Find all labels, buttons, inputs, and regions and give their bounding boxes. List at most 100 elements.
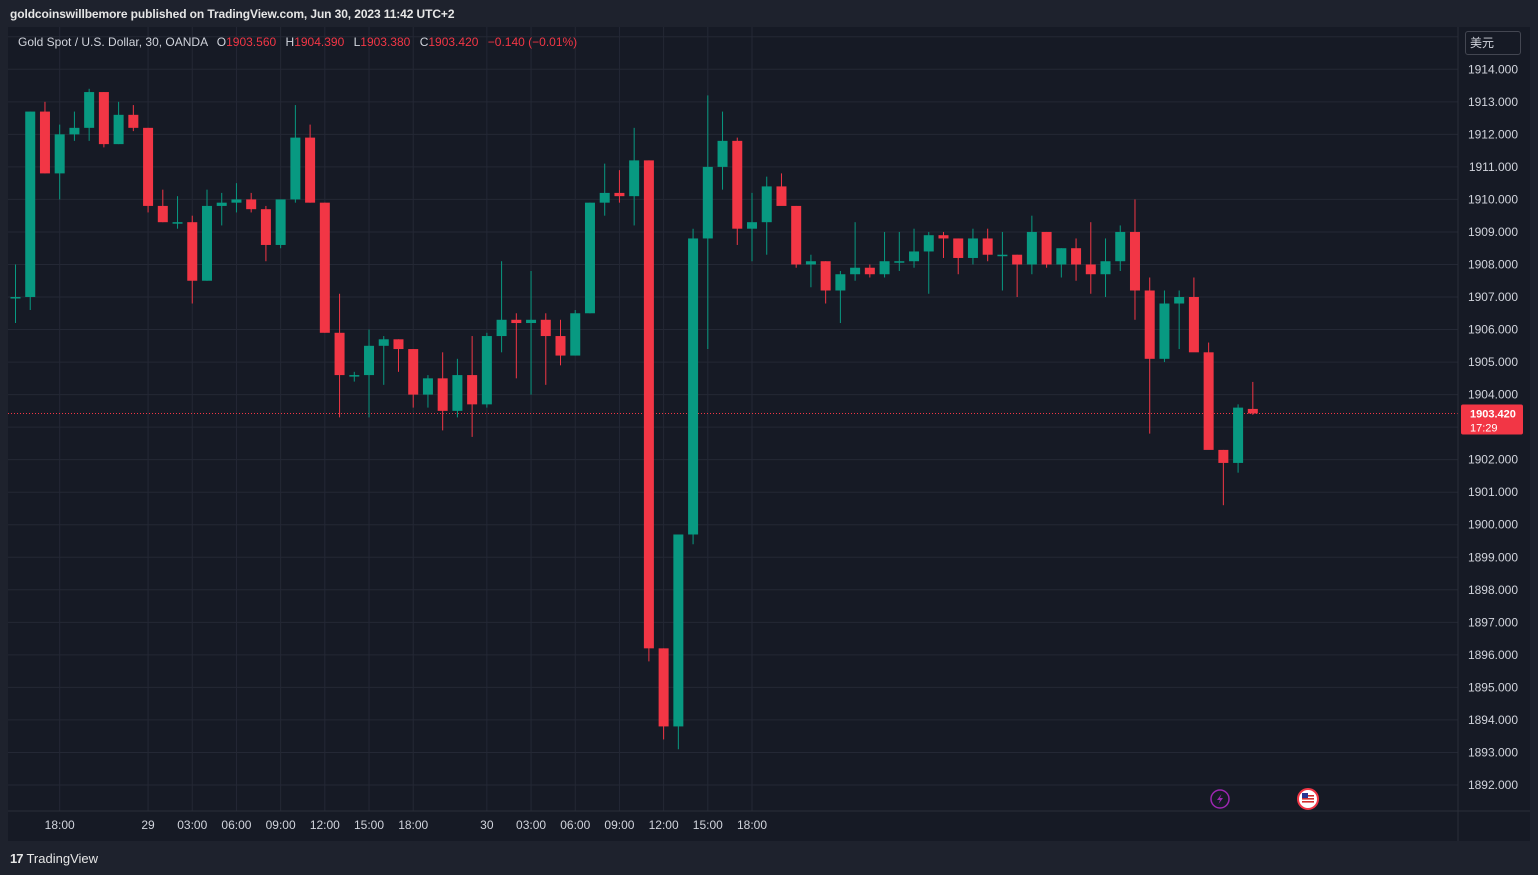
- candle-up: [835, 270, 846, 324]
- candle-body: [467, 375, 478, 405]
- candle-down: [393, 339, 404, 372]
- footer-bar: 17 TradingView: [0, 841, 1538, 875]
- currency-button[interactable]: 美元: [1465, 31, 1521, 55]
- candle-body: [717, 140, 728, 167]
- candle-body: [982, 238, 993, 255]
- candle-up: [894, 231, 905, 271]
- candle-down: [246, 192, 257, 213]
- candle-body: [526, 319, 537, 324]
- price-tick-label: 1893.000: [1468, 745, 1518, 759]
- candle-body: [378, 339, 389, 346]
- candle-down: [319, 202, 330, 333]
- candle-up: [422, 375, 433, 408]
- candle-up: [761, 176, 772, 255]
- candle-body: [496, 319, 507, 337]
- price-tick-label: 1911.000: [1469, 160, 1518, 174]
- candle-body: [481, 336, 492, 405]
- candle-body: [1233, 407, 1244, 463]
- candle-up: [364, 329, 375, 418]
- candle-down: [1247, 381, 1258, 415]
- candle-up: [923, 231, 934, 294]
- candle-body: [1100, 261, 1111, 275]
- candle-body: [408, 349, 419, 395]
- price-axis[interactable]: 1892.000 1893.000 1894.000 1895.000 1896.000…: [1457, 27, 1518, 841]
- time-axis[interactable]: 18:00 29 03:00 06:00 09:00 12:00 15:00 18:00 30 0…: [8, 810, 1530, 832]
- candle-body: [864, 267, 875, 275]
- price-tick-label: 1905.000: [1468, 355, 1518, 369]
- candle-up: [201, 189, 212, 281]
- time-tick-label: 06:00: [221, 818, 251, 832]
- candle-body: [437, 378, 448, 411]
- candlestick-chart[interactable]: 1892.000 1893.000 1894.000 1895.000 1896.000…: [8, 27, 1530, 841]
- symbol-name[interactable]: Gold Spot / U.S. Dollar, 30, OANDA: [18, 35, 208, 49]
- candle-up: [879, 231, 890, 278]
- time-tick-label: 09:00: [266, 818, 296, 832]
- candle-body: [791, 205, 802, 265]
- us-flag-event-icon[interactable]: [1297, 788, 1319, 810]
- candle-body: [1041, 231, 1052, 265]
- candle-body: [128, 114, 139, 128]
- price-tick-label: 1902.000: [1468, 453, 1518, 467]
- candle-up: [496, 261, 507, 353]
- candle-down: [732, 137, 743, 245]
- candle-body: [1115, 231, 1126, 262]
- grid-lines: [8, 27, 1458, 811]
- price-tick-label: 1895.000: [1468, 680, 1518, 694]
- time-tick-label: 06:00: [560, 818, 590, 832]
- candle-body: [732, 140, 743, 229]
- candles-group: [10, 88, 1258, 750]
- candle-up: [850, 222, 861, 281]
- price-tick-label: 1907.000: [1468, 290, 1518, 304]
- candle-down: [467, 336, 478, 437]
- price-tick-label: 1914.000: [1468, 62, 1518, 76]
- candle-down: [1041, 231, 1052, 268]
- lightning-event-icon[interactable]: [1210, 789, 1230, 809]
- candle-up: [172, 196, 183, 229]
- candle-up: [290, 105, 301, 203]
- candle-body: [688, 238, 699, 535]
- candle-down: [820, 261, 831, 304]
- time-tick-label: 15:00: [693, 818, 723, 832]
- candle-down: [143, 127, 154, 213]
- candle-down: [98, 92, 109, 148]
- candle-body: [909, 251, 920, 262]
- candle-body: [953, 238, 964, 258]
- price-tick-label: 1913.000: [1468, 95, 1518, 109]
- candle-body: [10, 297, 21, 299]
- candle-body: [599, 192, 610, 203]
- price-tick-label: 1912.000: [1468, 127, 1518, 141]
- candle-body: [938, 235, 949, 239]
- tradingview-logo[interactable]: 17 TradingView: [10, 851, 98, 866]
- candle-down: [614, 170, 625, 203]
- candle-down: [938, 231, 949, 258]
- candle-body: [187, 222, 198, 281]
- candle-up: [1233, 404, 1244, 473]
- time-tick-label: 18:00: [45, 818, 75, 832]
- candle-body: [172, 222, 183, 224]
- candle-body: [275, 199, 286, 245]
- tradingview-logo-mark: 17: [10, 851, 24, 866]
- chart-area[interactable]: 1892.000 1893.000 1894.000 1895.000 1896.000…: [8, 27, 1530, 841]
- price-tick-label: 1892.000: [1468, 778, 1518, 792]
- candle-body: [143, 127, 154, 206]
- candle-down: [982, 228, 993, 262]
- candle-down: [260, 205, 271, 262]
- candle-down: [39, 101, 50, 174]
- price-tick-label: 1901.000: [1468, 485, 1518, 499]
- candle-body: [643, 160, 654, 649]
- candle-body: [216, 202, 227, 206]
- time-tick-label: 30: [480, 818, 494, 832]
- candle-body: [997, 254, 1008, 257]
- candle-down: [128, 105, 139, 132]
- candle-body: [393, 339, 404, 350]
- candle-body: [1129, 231, 1140, 291]
- candle-up: [747, 192, 757, 262]
- candle-down: [305, 124, 316, 203]
- candle-up: [1174, 290, 1185, 350]
- price-tick-label: 1910.000: [1468, 192, 1518, 206]
- candle-body: [658, 648, 669, 727]
- candle-up: [275, 199, 286, 249]
- candle-body: [1071, 248, 1082, 265]
- open-value: 1903.560: [226, 35, 277, 49]
- candle-body: [1247, 408, 1258, 414]
